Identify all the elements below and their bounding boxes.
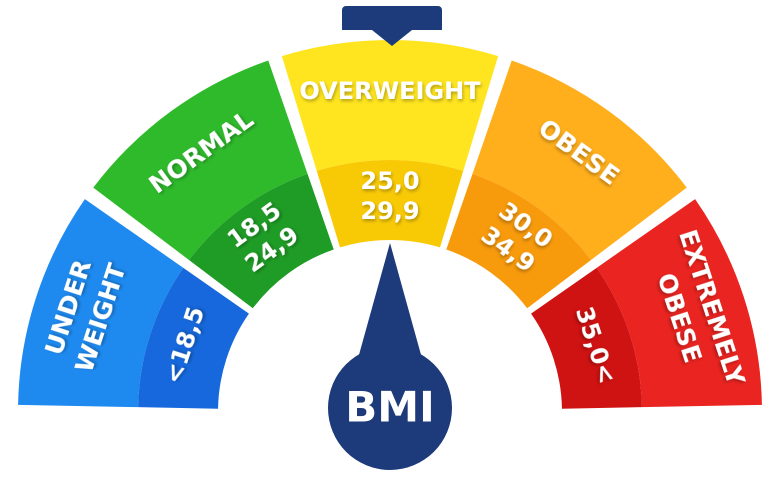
needle xyxy=(352,243,428,380)
segment-inner xyxy=(446,173,591,309)
segment-range: 25,0 xyxy=(360,167,419,195)
segment-outer xyxy=(596,199,762,408)
segment-outer xyxy=(281,40,499,171)
segment-outer xyxy=(472,60,687,260)
segment-range-group: 25,029,9 xyxy=(360,167,419,225)
segment-range: 29,9 xyxy=(360,197,419,225)
segment-inner xyxy=(316,159,464,248)
segment-inner xyxy=(531,267,642,409)
segment-label: OVERWEIGHT xyxy=(299,77,481,105)
segment-outer xyxy=(18,199,184,408)
top-marker xyxy=(342,6,442,46)
segment-label-group: OVERWEIGHT xyxy=(299,77,481,105)
segment-inner xyxy=(138,267,249,409)
needle-hub xyxy=(328,346,452,470)
segment-outer xyxy=(93,60,308,260)
segment-inner xyxy=(189,173,334,309)
center-label: BMI xyxy=(345,383,434,432)
